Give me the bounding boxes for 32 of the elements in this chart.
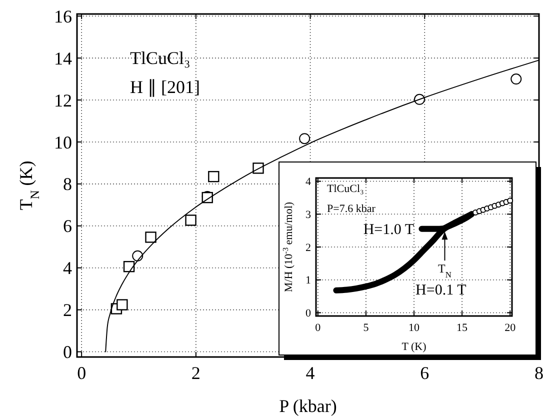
y-tick-label: 8 <box>63 174 72 194</box>
x-tick-label: 20 <box>504 322 516 334</box>
y-tick-label: 6 <box>63 216 72 236</box>
x-tick-label: 6 <box>420 363 430 383</box>
x-tick-label: 15 <box>456 322 468 334</box>
x-tick-label: 5 <box>363 322 370 334</box>
x-tick-label: 0 <box>315 322 322 334</box>
annotation: H ∥ [201] <box>130 77 200 97</box>
y-tick-label: 12 <box>54 90 72 110</box>
y-tick-label: 2 <box>306 242 311 254</box>
y-tick-label: 3 <box>306 208 312 221</box>
x-tick-label: 8 <box>534 363 543 383</box>
y-tick-label: 1 <box>306 274 311 287</box>
y-tick-label: 2 <box>63 300 72 320</box>
annotation: TlCuCl₃ <box>327 183 364 195</box>
y-tick-label: 16 <box>54 6 72 26</box>
y-tick-label: 4 <box>306 176 312 188</box>
annotation: TlCuCl₃ <box>130 48 190 68</box>
y-tick-label: 10 <box>54 132 72 152</box>
x-tick-label: 0 <box>77 363 86 383</box>
annotation: T$_{N}$ <box>438 262 452 280</box>
x-tick-label: 10 <box>408 322 420 334</box>
y-tick-label: 0 <box>63 342 72 362</box>
x-axis-title: T (K) <box>402 341 427 353</box>
series-label: H=0.1 T <box>416 282 466 299</box>
x-tick-label: 2 <box>191 363 200 383</box>
annotation: P=7.6 kbar <box>327 203 376 215</box>
y-tick-label: 0 <box>306 308 312 320</box>
x-axis-title: P (kbar) <box>279 396 337 416</box>
y-tick-label: 4 <box>63 258 72 278</box>
legend-label: H=1.0 T <box>363 222 414 238</box>
y-tick-label: 14 <box>54 48 72 68</box>
